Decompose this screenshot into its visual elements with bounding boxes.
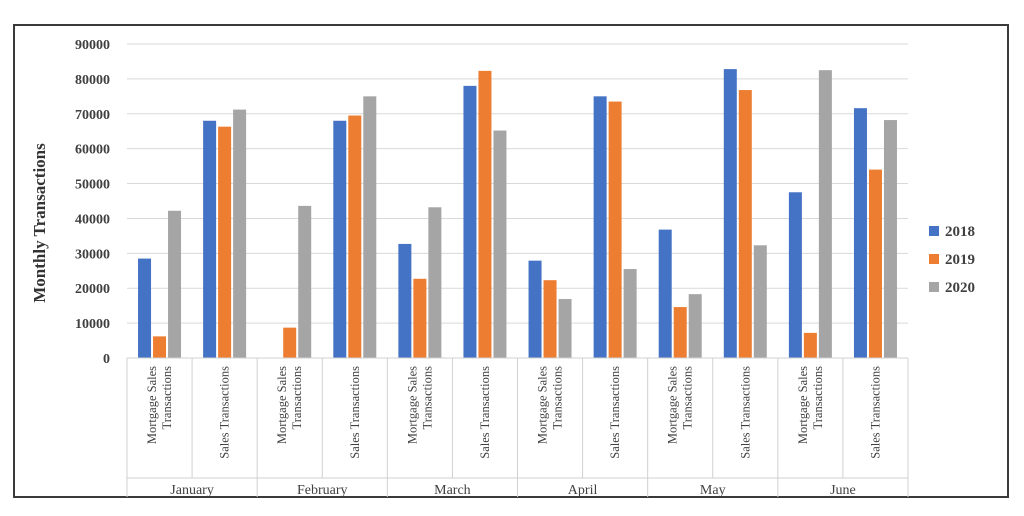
bar-2020 xyxy=(298,205,312,358)
bar-2019 xyxy=(413,278,427,358)
y-tick-label: 10000 xyxy=(75,317,110,332)
bar-2019 xyxy=(738,90,752,358)
x-category-label: Sales Transactions xyxy=(868,366,882,459)
bar-2018 xyxy=(788,192,802,358)
x-category-label: Transactions xyxy=(551,366,565,430)
x-category-label: Sales Transactions xyxy=(478,366,492,459)
legend-label: 2018 xyxy=(945,224,975,240)
x-category-label: Mortgage Sales xyxy=(536,366,550,444)
x-category-label: Mortgage Sales xyxy=(405,366,419,444)
bar-2020 xyxy=(883,120,897,359)
x-group-label: June xyxy=(830,483,856,498)
x-category-label: Sales Transactions xyxy=(738,366,752,459)
bar-2020 xyxy=(168,210,182,358)
y-tick-label: 70000 xyxy=(75,108,110,123)
legend-swatch-2019 xyxy=(929,254,939,264)
x-category-label: Sales Transactions xyxy=(608,366,622,459)
y-axis-title: Monthly Transactions xyxy=(30,143,49,303)
y-tick-label: 40000 xyxy=(75,212,110,227)
y-tick-label: 0 xyxy=(103,352,110,367)
x-category-label: Transactions xyxy=(420,366,434,430)
bar-2020 xyxy=(493,130,507,358)
x-group-label: February xyxy=(297,483,348,498)
bar-2019 xyxy=(673,307,687,358)
bar-2018 xyxy=(658,229,672,358)
bar-2020 xyxy=(753,245,767,358)
bar-2020 xyxy=(688,294,702,358)
bar-2020 xyxy=(363,96,377,358)
y-tick-label: 30000 xyxy=(75,247,110,262)
bar-2020 xyxy=(428,207,442,358)
x-group-label: May xyxy=(700,483,726,498)
x-category-label: Mortgage Sales xyxy=(666,366,680,444)
y-tick-label: 80000 xyxy=(75,73,110,88)
bar-2019 xyxy=(153,336,167,358)
bar-2019 xyxy=(478,70,492,358)
bar-2018 xyxy=(203,120,217,358)
legend-swatch-2018 xyxy=(929,226,939,236)
bar-2020 xyxy=(558,299,572,358)
bar-2018 xyxy=(723,69,737,359)
legend-label: 2020 xyxy=(945,280,975,296)
bar-2019 xyxy=(608,101,622,359)
x-category-label: Mortgage Sales xyxy=(796,366,810,444)
bar-2019 xyxy=(283,327,297,358)
x-group-label: January xyxy=(170,483,214,498)
x-category-label: Transactions xyxy=(160,366,174,430)
x-category-label: Sales Transactions xyxy=(348,366,362,459)
bar-2018 xyxy=(138,258,152,358)
bar-2020 xyxy=(233,109,247,358)
x-category-label: Transactions xyxy=(681,366,695,430)
bar-2020 xyxy=(623,269,637,358)
x-category-label: Sales Transactions xyxy=(218,366,232,459)
x-category-label: Mortgage Sales xyxy=(145,366,159,444)
bar-2019 xyxy=(348,115,362,359)
y-tick-label: 90000 xyxy=(75,38,110,53)
bar-2019 xyxy=(543,280,557,358)
bar-2018 xyxy=(333,120,347,358)
legend-label: 2019 xyxy=(945,252,975,268)
x-group-label: March xyxy=(434,483,471,498)
bar-2018 xyxy=(528,260,542,358)
x-group-label: April xyxy=(568,483,598,498)
bar-2018 xyxy=(398,243,412,358)
bar-2019 xyxy=(803,332,817,358)
bar-2019 xyxy=(218,126,232,358)
bar-2020 xyxy=(818,70,832,359)
y-tick-label: 60000 xyxy=(75,143,110,158)
y-tick-label: 20000 xyxy=(75,282,110,297)
x-category-label: Transactions xyxy=(290,366,304,430)
y-tick-label: 50000 xyxy=(75,178,110,193)
x-category-label: Mortgage Sales xyxy=(275,366,289,444)
bar-2018 xyxy=(463,85,477,358)
x-category-label: Transactions xyxy=(811,366,825,430)
bar-2018 xyxy=(853,108,867,358)
legend-swatch-2020 xyxy=(929,282,939,292)
bar-2018 xyxy=(593,96,607,358)
bar-2019 xyxy=(868,169,882,358)
